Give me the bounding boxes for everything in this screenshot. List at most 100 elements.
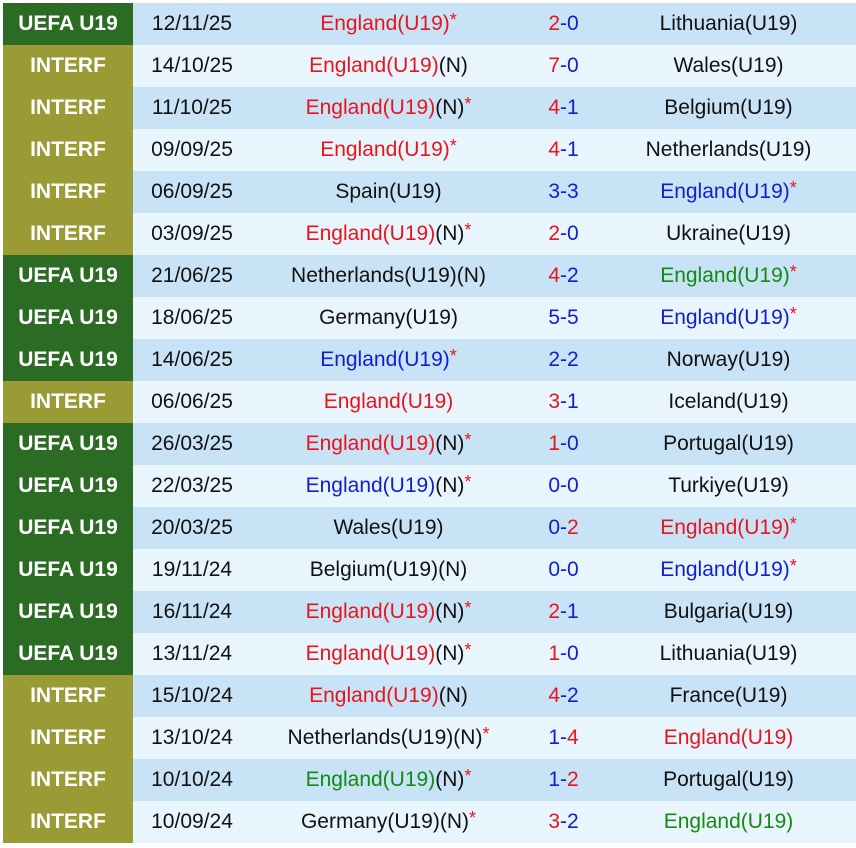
match-score[interactable]: 4-2: [526, 684, 601, 708]
home-score: 7: [548, 54, 560, 77]
match-date: 06/09/25: [151, 180, 233, 203]
table-row[interactable]: UEFA U19 18/06/25 Germany(U19) 5-5 England(U…: [3, 297, 856, 339]
table-row[interactable]: INTERF 15/10/24 England(U19)(N) 4-2 France(U…: [3, 675, 856, 717]
home-score: 0: [548, 516, 560, 539]
team-name[interactable]: Netherlands(U19): [291, 264, 457, 287]
team-name[interactable]: Wales(U19): [673, 54, 784, 77]
match-score[interactable]: 0-2: [526, 516, 601, 540]
team-name[interactable]: Wales(U19): [333, 516, 444, 539]
table-row[interactable]: INTERF 11/10/25 England(U19)(N)* 4-1 Belgium…: [3, 87, 856, 129]
score-separator: -: [560, 642, 567, 665]
team-name[interactable]: England(U19): [323, 390, 454, 413]
match-score[interactable]: 1-0: [526, 432, 601, 456]
team-name[interactable]: England(U19): [305, 474, 436, 497]
team-name[interactable]: England(U19): [305, 768, 436, 791]
table-row[interactable]: UEFA U19 19/11/24 Belgium(U19)(N) 0-0 Englan…: [3, 549, 856, 591]
home-score: 1: [548, 726, 560, 749]
team-name[interactable]: Netherlands(U19): [287, 726, 454, 749]
match-score[interactable]: 3-1: [526, 390, 601, 414]
team-name[interactable]: Norway(U19): [666, 348, 791, 371]
match-score[interactable]: 0-0: [526, 558, 601, 582]
table-row[interactable]: UEFA U19 14/06/25 England(U19)* 2-2 Norway(U…: [3, 339, 856, 381]
team-name[interactable]: England(U19): [305, 432, 436, 455]
team-name[interactable]: Ukraine(U19): [666, 222, 791, 245]
team-name[interactable]: England(U19): [320, 348, 450, 371]
table-row[interactable]: UEFA U19 26/03/25 England(U19)(N)* 1-0 Portu…: [3, 423, 856, 465]
table-row[interactable]: UEFA U19 21/06/25 Netherlands(U19)(N) 4-2 En…: [3, 255, 856, 297]
match-score[interactable]: 2-0: [526, 12, 601, 36]
match-score[interactable]: 7-0: [526, 54, 601, 78]
match-score[interactable]: 2-1: [526, 600, 601, 624]
match-score[interactable]: 4-1: [526, 96, 601, 120]
team-name[interactable]: Netherlands(U19): [645, 138, 812, 161]
team-name[interactable]: England(U19): [309, 54, 439, 77]
away-score: 0: [567, 222, 579, 245]
match-score[interactable]: 1-0: [526, 642, 601, 666]
match-score[interactable]: 2-2: [526, 348, 601, 372]
team-name[interactable]: England(U19): [305, 642, 436, 665]
table-row[interactable]: UEFA U19 13/11/24 England(U19)(N)* 1-0 Lithu…: [3, 633, 856, 675]
score-separator: -: [560, 684, 567, 707]
match-score[interactable]: 3-2: [526, 810, 601, 834]
team-name[interactable]: England(U19): [660, 306, 790, 329]
team-name[interactable]: Spain(U19): [335, 180, 442, 203]
team-name[interactable]: England(U19): [305, 222, 436, 245]
match-score[interactable]: 5-5: [526, 306, 601, 330]
team-name[interactable]: England(U19): [660, 516, 790, 539]
team-name[interactable]: England(U19): [660, 264, 790, 287]
competition-badge: INTERF: [3, 129, 133, 171]
away-team: England(U19): [601, 726, 856, 750]
table-row[interactable]: INTERF 10/09/24 Germany(U19)(N)* 3-2 England…: [3, 801, 856, 843]
match-score[interactable]: 4-2: [526, 264, 601, 288]
team-name[interactable]: England(U19): [320, 12, 450, 35]
table-row[interactable]: INTERF 06/09/25 Spain(U19) 3-3 England(U19)*: [3, 171, 856, 213]
team-name[interactable]: England(U19): [660, 558, 790, 581]
team-name[interactable]: France(U19): [669, 684, 788, 707]
table-row[interactable]: INTERF 06/06/25 England(U19) 3-1 Iceland(U19…: [3, 381, 856, 423]
team-name[interactable]: Lithuania(U19): [659, 12, 798, 35]
team-name[interactable]: England(U19): [305, 96, 436, 119]
team-name[interactable]: England(U19): [663, 810, 794, 833]
home-score: 1: [548, 642, 560, 665]
score-separator: -: [560, 516, 567, 539]
team-name[interactable]: England(U19): [663, 726, 794, 749]
team-name[interactable]: Germany(U19): [300, 810, 440, 833]
team-name[interactable]: England(U19): [320, 138, 450, 161]
match-score[interactable]: 4-1: [526, 138, 601, 162]
team-name[interactable]: Portugal(U19): [663, 768, 794, 791]
team-name[interactable]: Germany(U19): [319, 306, 458, 329]
team-name[interactable]: Bulgaria(U19): [663, 600, 794, 623]
table-row[interactable]: UEFA U19 20/03/25 Wales(U19) 0-2 England(U19…: [3, 507, 856, 549]
match-score[interactable]: 1-2: [526, 768, 601, 792]
team-name[interactable]: England(U19): [305, 600, 436, 623]
team-name[interactable]: Portugal(U19): [663, 432, 794, 455]
away-score: 2: [567, 516, 579, 539]
team-name[interactable]: Lithuania(U19): [659, 642, 798, 665]
team-name[interactable]: Turkiye(U19): [668, 474, 789, 497]
team-name[interactable]: Iceland(U19): [668, 390, 789, 413]
match-score[interactable]: 2-0: [526, 222, 601, 246]
match-score[interactable]: 0-0: [526, 474, 601, 498]
team-name[interactable]: England(U19): [309, 684, 439, 707]
away-score: 2: [567, 810, 579, 833]
competition-badge: UEFA U19: [3, 507, 133, 549]
table-row[interactable]: INTERF 13/10/24 Netherlands(U19)(N)* 1-4 Eng…: [3, 717, 856, 759]
match-date: 18/06/25: [151, 306, 233, 329]
table-row[interactable]: INTERF 10/10/24 England(U19)(N)* 1-2 Portuga…: [3, 759, 856, 801]
team-name[interactable]: England(U19): [660, 180, 790, 203]
table-row[interactable]: UEFA U19 12/11/25 England(U19)* 2-0 Lithuani…: [3, 3, 856, 45]
table-row[interactable]: UEFA U19 16/11/24 England(U19)(N)* 2-1 Bulga…: [3, 591, 856, 633]
table-row[interactable]: INTERF 03/09/25 England(U19)(N)* 2-0 Ukraine…: [3, 213, 856, 255]
match-date: 26/03/25: [151, 432, 233, 455]
table-row[interactable]: UEFA U19 22/03/25 England(U19)(N)* 0-0 Turki…: [3, 465, 856, 507]
competition-badge: INTERF: [3, 45, 133, 87]
match-score[interactable]: 3-3: [526, 180, 601, 204]
team-name[interactable]: Belgium(U19): [664, 96, 793, 119]
away-team: England(U19)*: [601, 262, 856, 288]
team-name[interactable]: Belgium(U19): [309, 558, 439, 581]
table-row[interactable]: INTERF 09/09/25 England(U19)* 4-1 Netherland…: [3, 129, 856, 171]
away-score: 0: [567, 54, 579, 77]
table-row[interactable]: INTERF 14/10/25 England(U19)(N) 7-0 Wales(U1…: [3, 45, 856, 87]
match-score[interactable]: 1-4: [526, 726, 601, 750]
star-marker: *: [789, 304, 797, 324]
